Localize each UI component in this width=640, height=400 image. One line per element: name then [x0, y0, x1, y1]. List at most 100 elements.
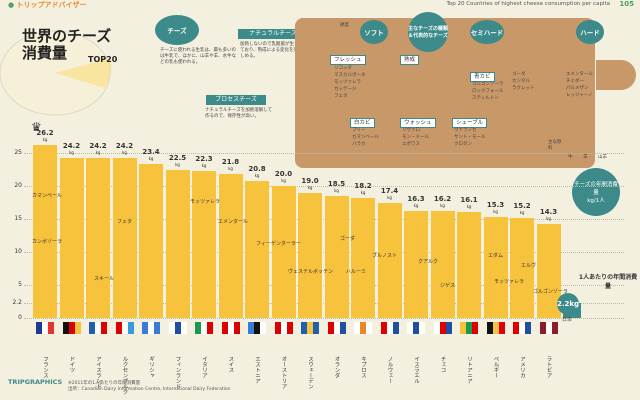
bar-value-label: 23.4 [142, 147, 160, 156]
bar-value-label: 15.2 [513, 201, 531, 210]
semi-item-3: ラクレット [512, 86, 535, 91]
cheese-label: エダム [488, 253, 504, 259]
bar-value-label: 18.2 [354, 182, 372, 190]
bar-value-label: 16.1 [460, 195, 478, 204]
chevre-item-2: サント・モール [454, 135, 486, 140]
y-tick-label: 15 [14, 215, 22, 223]
bar-unit-label: kg [493, 209, 498, 215]
fresh-item-2: マスカルポーネ [334, 73, 366, 78]
white-mold-item-2: カマンベール [352, 135, 379, 140]
page-number: 105 [619, 0, 634, 8]
bar-unit-label: kg [122, 150, 127, 156]
cheese-label: ヴェステルボッテン [288, 269, 334, 275]
washed-item-3: エポワス [402, 142, 420, 147]
top20-badge: TOP20 [88, 55, 118, 64]
semi-hard-bubble: セミハード [470, 20, 504, 44]
y-tick-label: 2.2 [12, 299, 22, 307]
cheese-label: モッツァレラ [494, 279, 525, 285]
header-title: Top 20 Countries of highest cheese consu… [446, 1, 610, 7]
bar-unit-label: kg [387, 195, 392, 201]
country-label: アメリカ [519, 356, 525, 378]
country-flag [195, 322, 213, 334]
country-label: ギリシャ [148, 356, 154, 378]
cheese-label: エルヴ [521, 263, 537, 269]
bar [165, 169, 190, 318]
fresh-item-5: フェタ [334, 94, 348, 99]
country-flag [301, 322, 319, 334]
country-label: ラトビア [545, 356, 552, 378]
chevre-item-1: ヴァランセ [454, 128, 477, 133]
cheese-label: ハルーミ [346, 269, 367, 275]
gridline [24, 303, 624, 305]
bar-unit-label: kg [69, 150, 74, 156]
cheese-label: フィーゲンターラー [256, 241, 301, 247]
cheese-label: スキール [94, 276, 115, 282]
bar [245, 180, 269, 318]
bar [457, 211, 481, 318]
bar [112, 158, 137, 318]
bar-value-label: 22.5 [168, 153, 187, 162]
bar-unit-label: kg [307, 184, 313, 190]
country-label: アイスランド [95, 356, 101, 389]
country-label: スウェーデン [307, 356, 313, 389]
country-flag [327, 322, 346, 334]
cheese-label: ブルノスト [372, 253, 398, 259]
country-flag [486, 322, 505, 334]
country-flag [89, 322, 107, 334]
bar [510, 217, 534, 318]
country-label: オーストリア [280, 356, 287, 389]
country-label: ルクセンブルク [121, 356, 128, 395]
bar-unit-label: kg [546, 215, 551, 221]
country-label: オランダ [333, 356, 340, 378]
country-flag [539, 322, 558, 334]
main-title: 世界のチーズ消費量 [22, 27, 112, 62]
bar-value-label: 17.4 [380, 187, 399, 196]
country-flag [168, 322, 187, 334]
country-label: キプロス [360, 356, 366, 378]
y-tick-label: 20 [14, 182, 22, 190]
milk-type-goat: 山羊 [598, 155, 607, 160]
footer-note: ※2011年の1人あたりの年間消費量 出所：Canadian Dairy Info… [68, 381, 231, 392]
white-mold-item-3: バラカ [352, 142, 366, 147]
country-label: フィンランド [174, 356, 181, 389]
bar-unit-label: kg [519, 209, 525, 215]
country-label: リトアニア [466, 356, 472, 384]
gridline [24, 252, 624, 254]
cheese-label: ゴルゴンゾーラ [533, 289, 568, 295]
bar-unit-label: kg [440, 203, 445, 209]
bar-value-label: 18.5 [327, 180, 346, 189]
bar-unit-label: kg [360, 190, 366, 195]
japan-value: 2.2kg [557, 293, 579, 315]
person-caption: 1人あたりの年間消費量 [578, 274, 638, 290]
type-center-bubble: 主なチーズの種類＆代表的なチーズ [408, 12, 448, 52]
country-label: ドイツ [68, 356, 75, 373]
cheese-label: カマンベール [32, 193, 63, 199]
cheese-root-bubble: チーズ [155, 15, 199, 45]
y-tick-label: 10 [14, 248, 22, 256]
hard-item-2: チェダー [566, 79, 584, 84]
blue-mold-item-1: ゴルゴンゾーラ [472, 82, 504, 87]
white-mold-item-1: ブリー [352, 128, 366, 133]
semi-item-1: ゴーダ [512, 72, 526, 77]
bar-unit-label: kg [281, 178, 286, 184]
bar-value-label: 15.3 [486, 201, 505, 210]
bar [59, 158, 84, 318]
y-tick-label: 0 [18, 314, 22, 321]
natural-cheese-desc: 加熱しないので乳酸菌が生きており、熟成による変化を楽しめる。 [240, 42, 299, 59]
bar-value-label: 22.3 [195, 154, 213, 163]
soft-bubble: ソフト [360, 20, 388, 44]
country-flag [36, 322, 54, 334]
bar-unit-label: kg [95, 150, 101, 156]
raw-milk-label: 主な原料 [548, 140, 562, 151]
fresh-item-1: リコッタ [334, 66, 352, 71]
country-label: スイス [227, 356, 234, 373]
cheese-label: ゴーダ [340, 236, 356, 242]
cheese-label: フェタ [117, 219, 133, 225]
bar-value-label: 19.0 [301, 176, 319, 185]
hard-item-1: エメンタール [566, 72, 593, 77]
bar [192, 170, 216, 318]
bar [430, 211, 455, 318]
white-mold-label: 白カビ [350, 118, 375, 128]
process-cheese-label: プロセスチーズ [206, 95, 266, 105]
